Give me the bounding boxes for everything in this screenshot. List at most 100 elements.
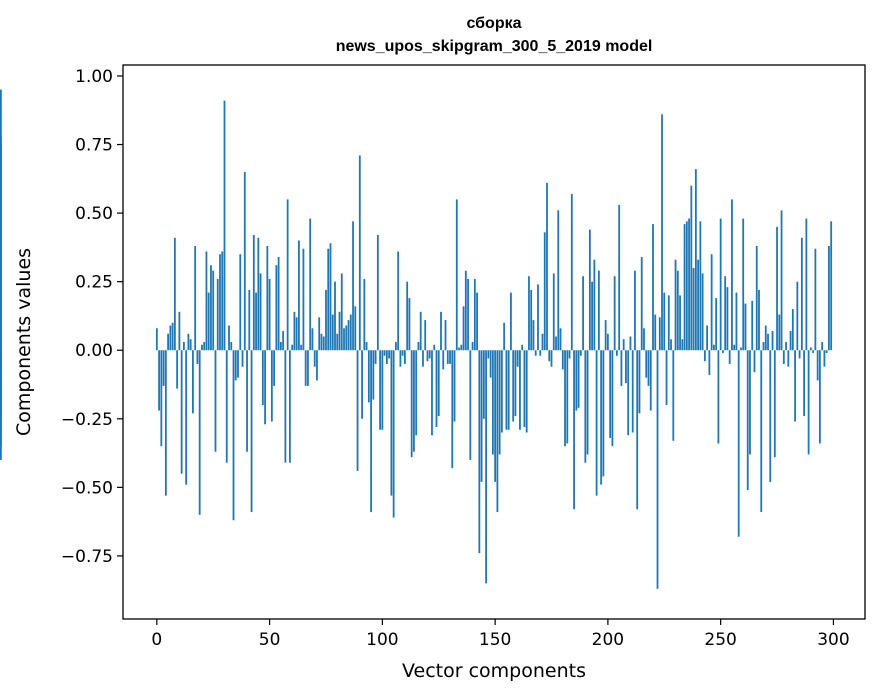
bar xyxy=(203,342,206,351)
bar xyxy=(162,350,165,386)
bar xyxy=(322,336,325,351)
bar xyxy=(307,350,309,386)
bar xyxy=(198,350,201,515)
bar xyxy=(577,350,580,408)
bar xyxy=(555,336,557,351)
y-tick-label: −0.25 xyxy=(61,410,113,430)
bar xyxy=(216,278,219,351)
bar xyxy=(237,350,239,378)
bar xyxy=(762,342,765,351)
bar xyxy=(742,218,745,351)
bar xyxy=(347,320,350,351)
bar xyxy=(318,317,321,351)
bar xyxy=(444,320,447,351)
bar xyxy=(455,199,458,351)
bar xyxy=(722,350,724,353)
bar xyxy=(690,185,693,351)
bar xyxy=(334,281,336,351)
bar xyxy=(207,292,210,351)
bar xyxy=(230,342,233,351)
bar xyxy=(500,350,503,433)
bar xyxy=(261,350,264,406)
bar xyxy=(189,339,192,351)
bar xyxy=(537,284,539,351)
bar xyxy=(428,350,431,359)
bar xyxy=(593,259,596,351)
bar xyxy=(821,342,824,351)
bar xyxy=(406,281,409,351)
bar xyxy=(239,254,242,351)
bar xyxy=(282,331,285,351)
bar xyxy=(782,350,785,364)
bar xyxy=(169,325,172,351)
bar xyxy=(248,289,251,351)
bar xyxy=(270,350,273,422)
bar xyxy=(331,314,334,351)
bar xyxy=(173,237,176,351)
bar xyxy=(616,350,618,356)
bar xyxy=(187,333,190,351)
x-tick-label: 100 xyxy=(366,630,398,650)
bar xyxy=(201,344,203,351)
bar xyxy=(719,218,722,351)
bar xyxy=(505,350,508,430)
bar xyxy=(697,259,699,351)
x-axis: 0 50 100 150 200 250 300 xyxy=(151,619,850,650)
bar xyxy=(257,237,260,351)
bar xyxy=(372,350,375,400)
bar xyxy=(374,350,377,364)
bar xyxy=(735,292,738,351)
bar xyxy=(701,273,704,351)
bar xyxy=(482,350,485,419)
bar xyxy=(376,235,379,351)
bar xyxy=(413,350,415,452)
bar xyxy=(480,350,483,482)
bar xyxy=(674,259,677,351)
bar xyxy=(487,350,490,359)
bar xyxy=(737,350,740,537)
bar xyxy=(679,295,681,351)
bar xyxy=(751,300,754,351)
bar xyxy=(564,350,566,447)
bar xyxy=(349,314,352,351)
bar xyxy=(370,350,372,513)
bar xyxy=(316,350,318,381)
bar xyxy=(597,270,600,351)
bar xyxy=(167,333,169,351)
x-tick-label: 300 xyxy=(817,630,849,650)
y-tick-label: −0.50 xyxy=(61,478,113,498)
y-tick-label: 0.25 xyxy=(75,273,113,293)
bar xyxy=(778,314,781,351)
bar xyxy=(523,350,526,428)
y-tick-label: 0.00 xyxy=(75,341,113,361)
bar xyxy=(539,350,542,356)
bar xyxy=(241,350,244,367)
bar xyxy=(293,311,296,351)
bar xyxy=(392,350,395,518)
bar xyxy=(291,344,294,351)
bar xyxy=(830,221,833,351)
bar xyxy=(383,350,386,356)
bar xyxy=(180,350,183,474)
bar xyxy=(519,350,521,430)
bar xyxy=(512,350,515,422)
bar xyxy=(329,243,332,351)
bar xyxy=(471,342,474,351)
bar xyxy=(712,344,715,351)
bar xyxy=(787,350,790,367)
bar xyxy=(753,350,756,373)
bar xyxy=(259,273,262,351)
bar xyxy=(252,235,255,351)
bar xyxy=(780,210,783,351)
bar xyxy=(552,273,555,351)
bar xyxy=(442,350,445,370)
bar xyxy=(688,218,690,351)
bar xyxy=(185,350,188,485)
bar xyxy=(246,350,248,452)
bar xyxy=(410,350,413,458)
bar xyxy=(404,350,406,364)
chart-title-line-2: news_upos_skipgram_300_5_2019 model xyxy=(336,38,653,55)
bar xyxy=(807,350,810,455)
bar xyxy=(724,276,727,351)
bar xyxy=(478,350,481,554)
